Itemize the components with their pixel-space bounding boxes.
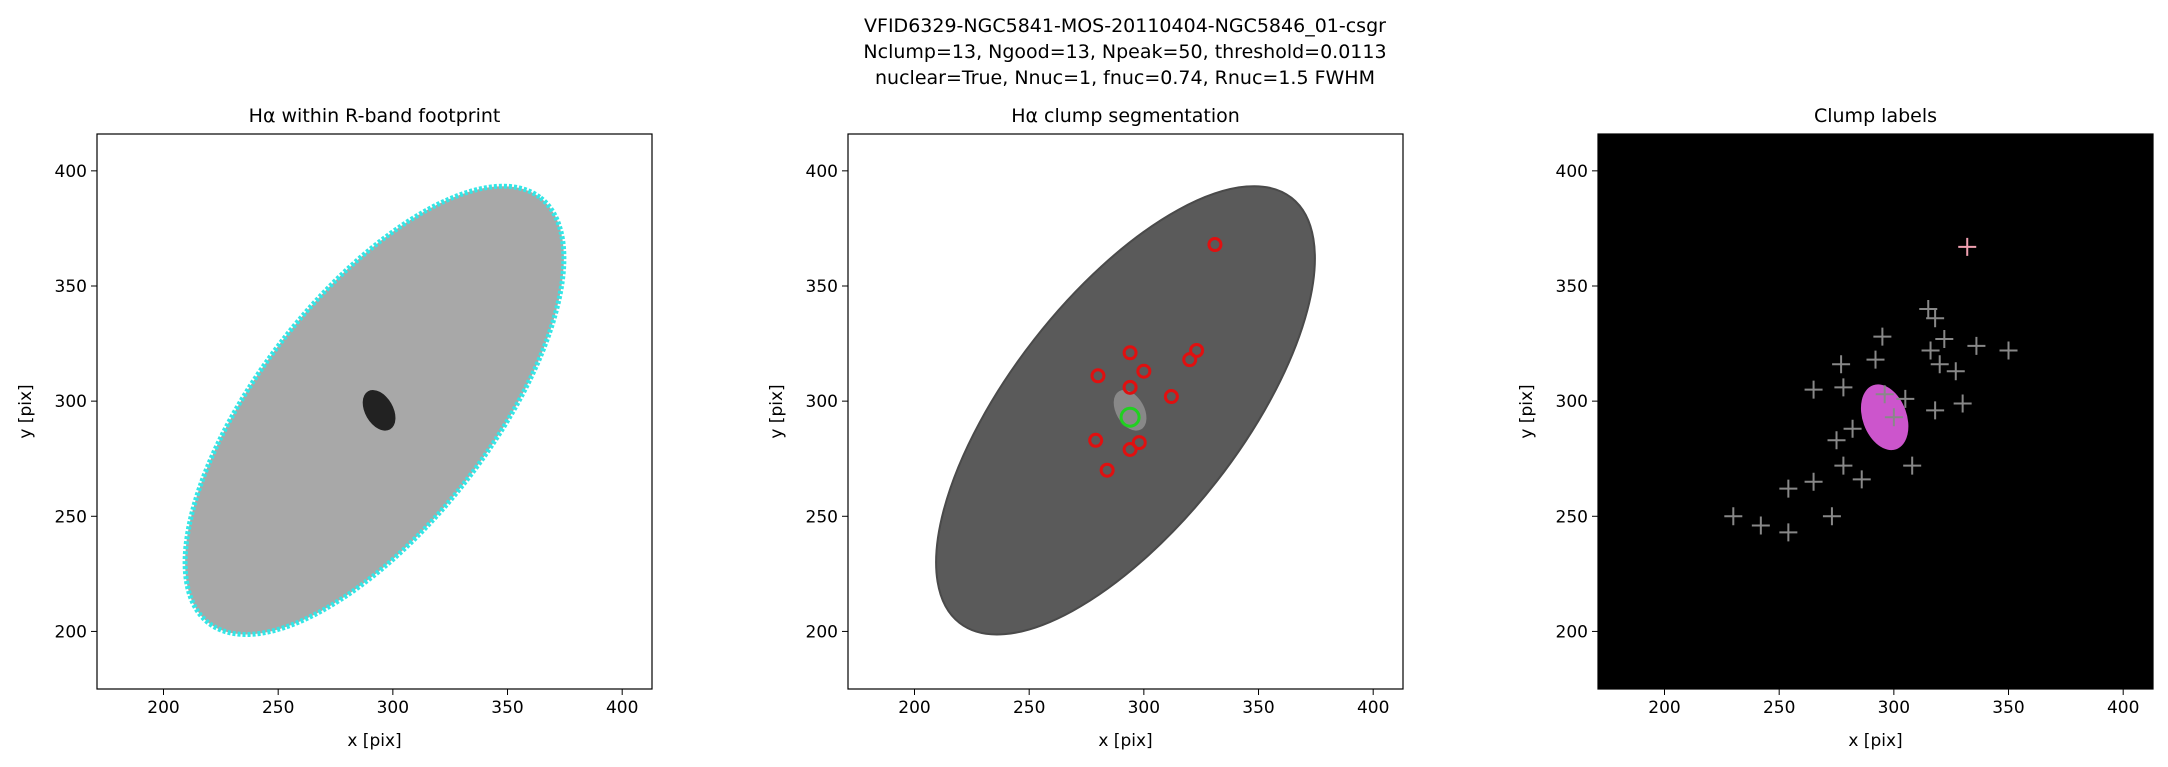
x-tick-label: 400: [1357, 698, 1389, 718]
clump-marker: [1119, 406, 1141, 428]
x-axis-label: x [pix]: [347, 731, 401, 751]
x-tick-label: 200: [898, 698, 930, 718]
peak-marker: [1919, 300, 1938, 319]
peak-marker: [1999, 341, 2018, 360]
clump-marker: [1182, 352, 1198, 368]
x-tick-label: 250: [1013, 698, 1045, 718]
peak-marker: [1967, 336, 1986, 355]
x-axis-label: x [pix]: [1098, 731, 1152, 751]
y-tick-label: 350: [55, 277, 87, 297]
peak-marker: [1779, 523, 1798, 542]
peak-marker: [1724, 507, 1743, 526]
peak-marker: [1930, 355, 1949, 374]
clump-marker: [1122, 379, 1138, 395]
peak-marker: [1852, 470, 1871, 489]
y-tick-label: 300: [55, 392, 87, 412]
clump-marker: [1131, 435, 1147, 451]
y-tick-label: 300: [806, 392, 838, 412]
peak-marker: [1873, 327, 1892, 346]
y-tick-label: 250: [806, 507, 838, 527]
clump-marker: [1136, 363, 1152, 379]
y-tick-label: 300: [1556, 392, 1588, 412]
y-tick-label: 400: [806, 162, 838, 182]
image-layer: [1724, 237, 2018, 542]
x-tick-label: 350: [1242, 698, 1274, 718]
axes-title: Hα within R-band footprint: [249, 105, 501, 127]
peak-marker: [1866, 350, 1885, 369]
peak-marker: [1843, 419, 1862, 438]
peak-marker: [1834, 456, 1853, 475]
peak-marker: [1896, 389, 1915, 408]
peak-marker: [1832, 355, 1851, 374]
suptitle: Nclump=13, Ngood=13, Npeak=50, threshold…: [863, 41, 1386, 63]
x-tick-label: 300: [377, 698, 409, 718]
suptitle: nuclear=True, Nnuc=1, fnuc=0.74, Rnuc=1.…: [875, 67, 1375, 89]
x-tick-label: 350: [1992, 698, 2024, 718]
peak-marker: [1946, 362, 1965, 381]
x-tick-label: 300: [1878, 698, 1910, 718]
image-layer: [182, 183, 567, 637]
y-tick-label: 400: [1556, 162, 1588, 182]
x-tick-label: 400: [2107, 698, 2139, 718]
peak-marker: [1884, 408, 1903, 427]
y-tick-label: 250: [1556, 507, 1588, 527]
clump-marker: [1122, 345, 1138, 361]
x-tick-label: 300: [1128, 698, 1160, 718]
x-axis-label: x [pix]: [1848, 731, 1902, 751]
axes-frame: [1597, 133, 2154, 690]
axes-title: Hα clump segmentation: [1011, 105, 1240, 127]
x-tick-label: 350: [491, 698, 523, 718]
clump-marker: [1088, 432, 1104, 448]
clump-marker: [1099, 462, 1115, 478]
y-tick-label: 350: [1556, 277, 1588, 297]
peak-marker: [1903, 456, 1922, 475]
x-tick-label: 250: [262, 698, 294, 718]
y-tick-label: 250: [55, 507, 87, 527]
clump-marker: [1163, 389, 1179, 405]
peak-marker: [1804, 472, 1823, 491]
clump-marker: [1090, 368, 1106, 384]
peak-marker: [1921, 341, 1940, 360]
y-axis-label: y [pix]: [1517, 384, 1537, 438]
peak-marker: [1834, 378, 1853, 397]
clump-marker: [1189, 342, 1205, 358]
peak-marker: [1926, 401, 1945, 420]
y-tick-label: 200: [55, 622, 87, 642]
peak-marker: [1958, 237, 1977, 256]
clump-marker: [1122, 441, 1138, 457]
y-axis-label: y [pix]: [767, 384, 787, 438]
peak-marker: [1875, 385, 1894, 404]
y-axis-label: y [pix]: [16, 384, 36, 438]
x-tick-label: 200: [147, 698, 179, 718]
peak-marker: [1779, 479, 1798, 498]
nucleus-region: [362, 390, 396, 431]
peak-marker: [1804, 380, 1823, 399]
axes-frame: [847, 133, 1404, 690]
y-tick-label: 200: [806, 622, 838, 642]
peak-marker: [1751, 516, 1770, 535]
peak-marker: [1953, 394, 1972, 413]
peak-marker: [1827, 431, 1846, 450]
peak-marker: [1822, 507, 1841, 526]
image-layer: [935, 185, 1316, 636]
axes-frame: [96, 133, 653, 690]
peak-marker: [1926, 309, 1945, 328]
y-tick-label: 200: [1556, 622, 1588, 642]
x-tick-label: 250: [1763, 698, 1795, 718]
y-tick-label: 400: [55, 162, 87, 182]
axes-title: Clump labels: [1814, 105, 1937, 127]
x-tick-label: 400: [606, 698, 638, 718]
x-tick-label: 200: [1648, 698, 1680, 718]
label-blob: [1860, 384, 1909, 451]
y-tick-label: 350: [806, 277, 838, 297]
peak-marker: [1935, 329, 1954, 348]
suptitle: VFID6329-NGC5841-MOS-20110404-NGC5846_01…: [864, 15, 1386, 37]
clump-marker: [1207, 237, 1223, 253]
